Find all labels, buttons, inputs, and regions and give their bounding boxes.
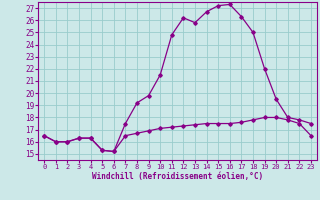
- X-axis label: Windchill (Refroidissement éolien,°C): Windchill (Refroidissement éolien,°C): [92, 172, 263, 181]
